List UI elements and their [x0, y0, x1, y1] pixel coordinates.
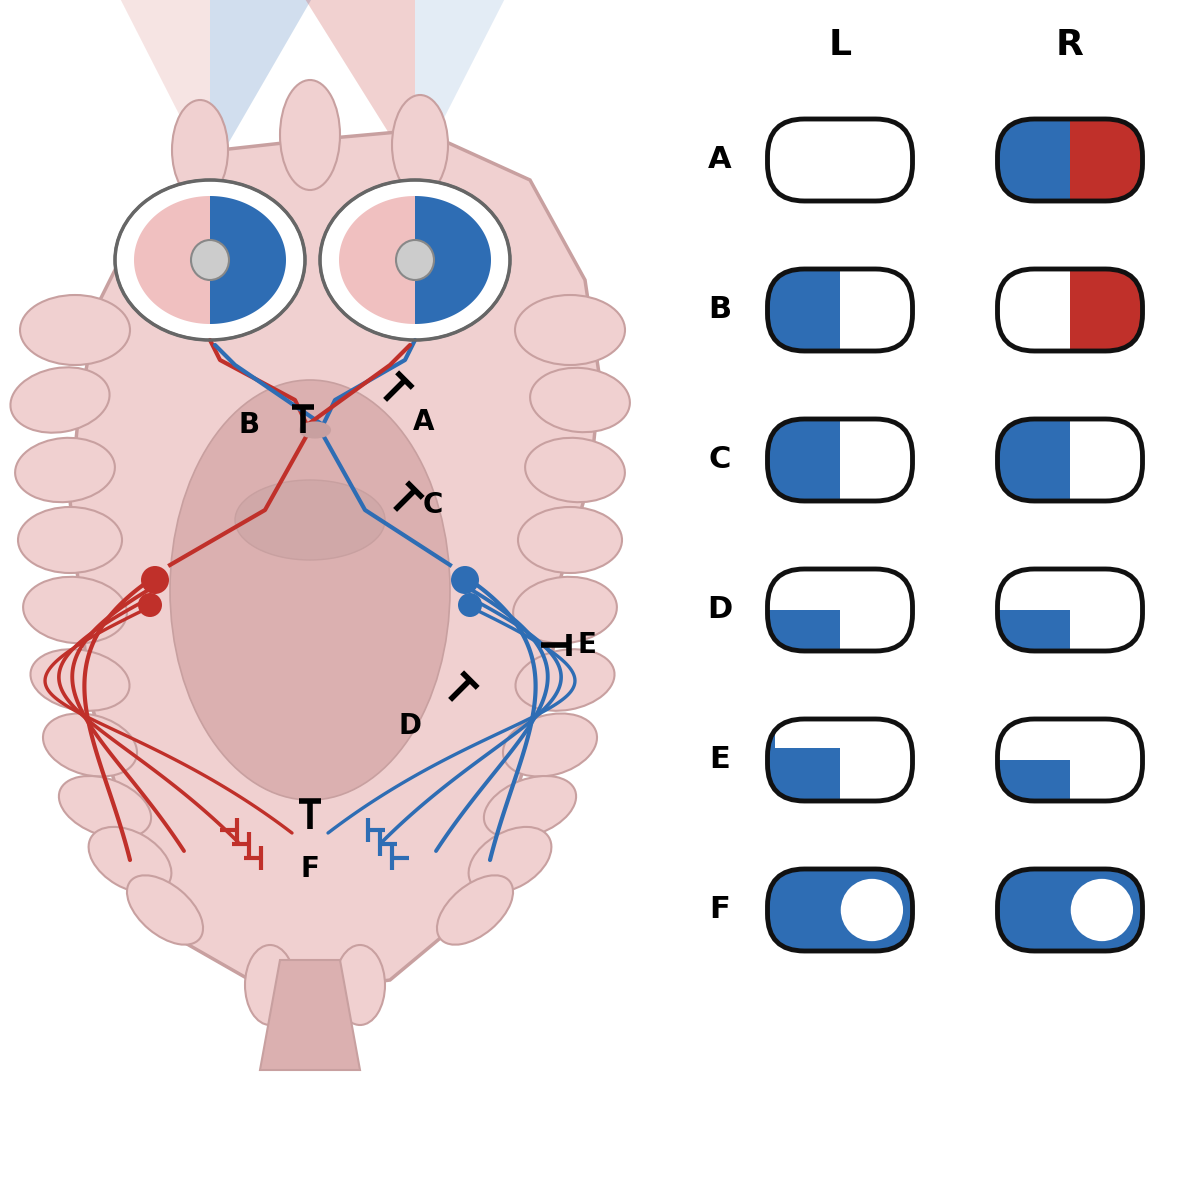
Polygon shape: [139, 0, 415, 175]
Ellipse shape: [518, 506, 622, 572]
Circle shape: [142, 566, 169, 594]
Text: A: A: [413, 408, 434, 436]
Polygon shape: [1070, 228, 1200, 392]
Ellipse shape: [115, 180, 305, 340]
FancyBboxPatch shape: [768, 569, 912, 650]
FancyBboxPatch shape: [997, 419, 1142, 502]
Circle shape: [138, 593, 162, 617]
Polygon shape: [695, 678, 840, 748]
Polygon shape: [695, 228, 840, 392]
Ellipse shape: [16, 438, 115, 502]
Polygon shape: [925, 610, 1070, 692]
Polygon shape: [695, 678, 840, 842]
Ellipse shape: [280, 80, 340, 190]
Polygon shape: [925, 378, 1070, 542]
Polygon shape: [925, 828, 1200, 992]
Polygon shape: [70, 130, 600, 990]
Ellipse shape: [392, 95, 448, 194]
Ellipse shape: [320, 180, 510, 340]
Ellipse shape: [468, 827, 552, 893]
Polygon shape: [997, 678, 1070, 760]
Polygon shape: [415, 0, 652, 175]
Circle shape: [1070, 878, 1133, 941]
Ellipse shape: [20, 295, 130, 365]
Ellipse shape: [127, 875, 203, 944]
Polygon shape: [415, 196, 491, 324]
FancyBboxPatch shape: [768, 269, 912, 350]
Text: D: D: [707, 595, 733, 624]
Ellipse shape: [18, 506, 122, 572]
Polygon shape: [925, 78, 1070, 242]
FancyBboxPatch shape: [768, 719, 912, 802]
Ellipse shape: [11, 367, 109, 433]
Polygon shape: [134, 196, 210, 324]
Polygon shape: [1070, 78, 1200, 242]
Ellipse shape: [396, 240, 434, 280]
FancyBboxPatch shape: [768, 419, 912, 502]
Polygon shape: [0, 0, 210, 175]
Ellipse shape: [43, 714, 137, 776]
FancyBboxPatch shape: [997, 269, 1142, 350]
Polygon shape: [340, 196, 415, 324]
Ellipse shape: [170, 380, 450, 800]
Ellipse shape: [89, 827, 172, 893]
Text: B: B: [239, 410, 260, 439]
Text: D: D: [398, 712, 421, 740]
FancyBboxPatch shape: [768, 119, 912, 200]
Ellipse shape: [59, 776, 151, 838]
Text: R: R: [1056, 28, 1084, 62]
Ellipse shape: [503, 714, 598, 776]
Text: B: B: [708, 295, 732, 324]
FancyBboxPatch shape: [997, 719, 1142, 802]
Text: F: F: [300, 854, 319, 883]
Ellipse shape: [172, 100, 228, 200]
Text: E: E: [577, 631, 596, 659]
Ellipse shape: [515, 295, 625, 365]
Polygon shape: [695, 610, 840, 692]
Text: F: F: [709, 895, 731, 924]
FancyBboxPatch shape: [997, 869, 1142, 950]
Polygon shape: [260, 960, 360, 1070]
Ellipse shape: [516, 649, 614, 710]
Text: C: C: [424, 491, 443, 518]
FancyBboxPatch shape: [997, 119, 1142, 200]
Ellipse shape: [30, 649, 130, 710]
Ellipse shape: [300, 422, 330, 438]
Polygon shape: [695, 828, 985, 992]
Ellipse shape: [245, 946, 295, 1025]
Ellipse shape: [530, 368, 630, 432]
Polygon shape: [925, 678, 1070, 842]
Text: C: C: [709, 445, 731, 474]
Circle shape: [451, 566, 479, 594]
Circle shape: [458, 593, 482, 617]
Polygon shape: [210, 0, 470, 175]
Text: A: A: [708, 145, 732, 174]
Ellipse shape: [23, 577, 127, 643]
Ellipse shape: [437, 875, 514, 944]
Circle shape: [841, 878, 904, 941]
FancyBboxPatch shape: [997, 569, 1142, 650]
FancyBboxPatch shape: [768, 869, 912, 950]
Ellipse shape: [526, 438, 625, 502]
Ellipse shape: [335, 946, 385, 1025]
Polygon shape: [210, 196, 286, 324]
Text: L: L: [828, 28, 852, 62]
Ellipse shape: [484, 776, 576, 838]
Polygon shape: [695, 378, 840, 542]
Text: E: E: [709, 745, 731, 774]
Ellipse shape: [191, 240, 229, 280]
Ellipse shape: [235, 480, 385, 560]
Ellipse shape: [514, 577, 617, 643]
